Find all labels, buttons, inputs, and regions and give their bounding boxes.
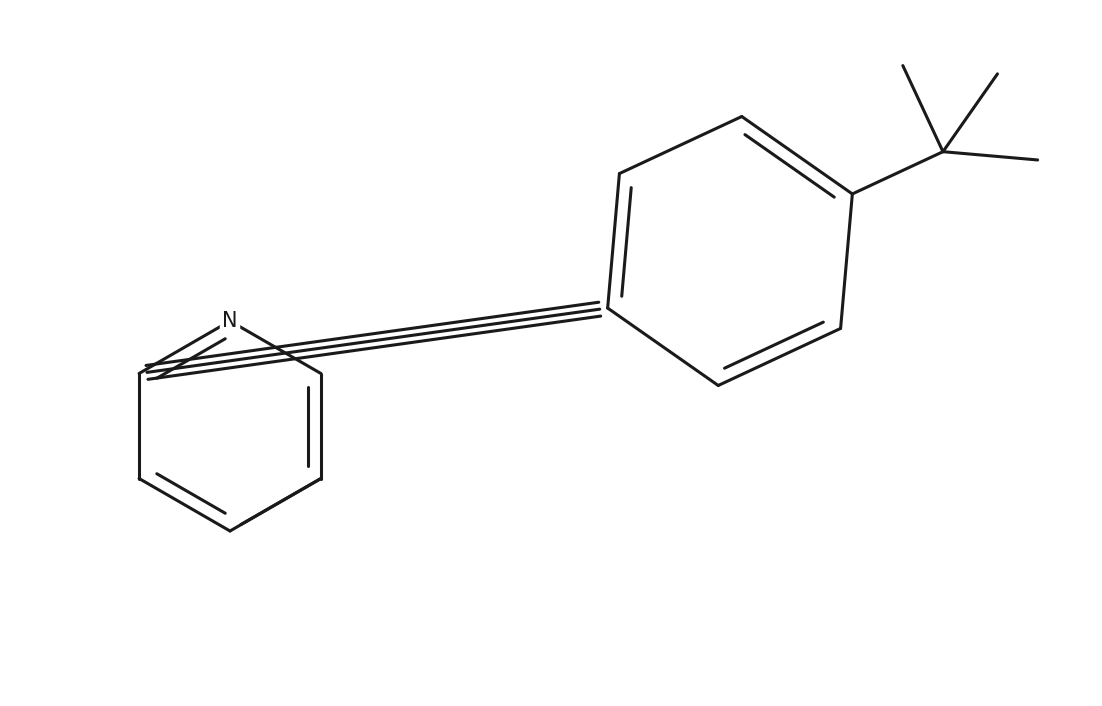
Text: N: N bbox=[223, 311, 238, 331]
